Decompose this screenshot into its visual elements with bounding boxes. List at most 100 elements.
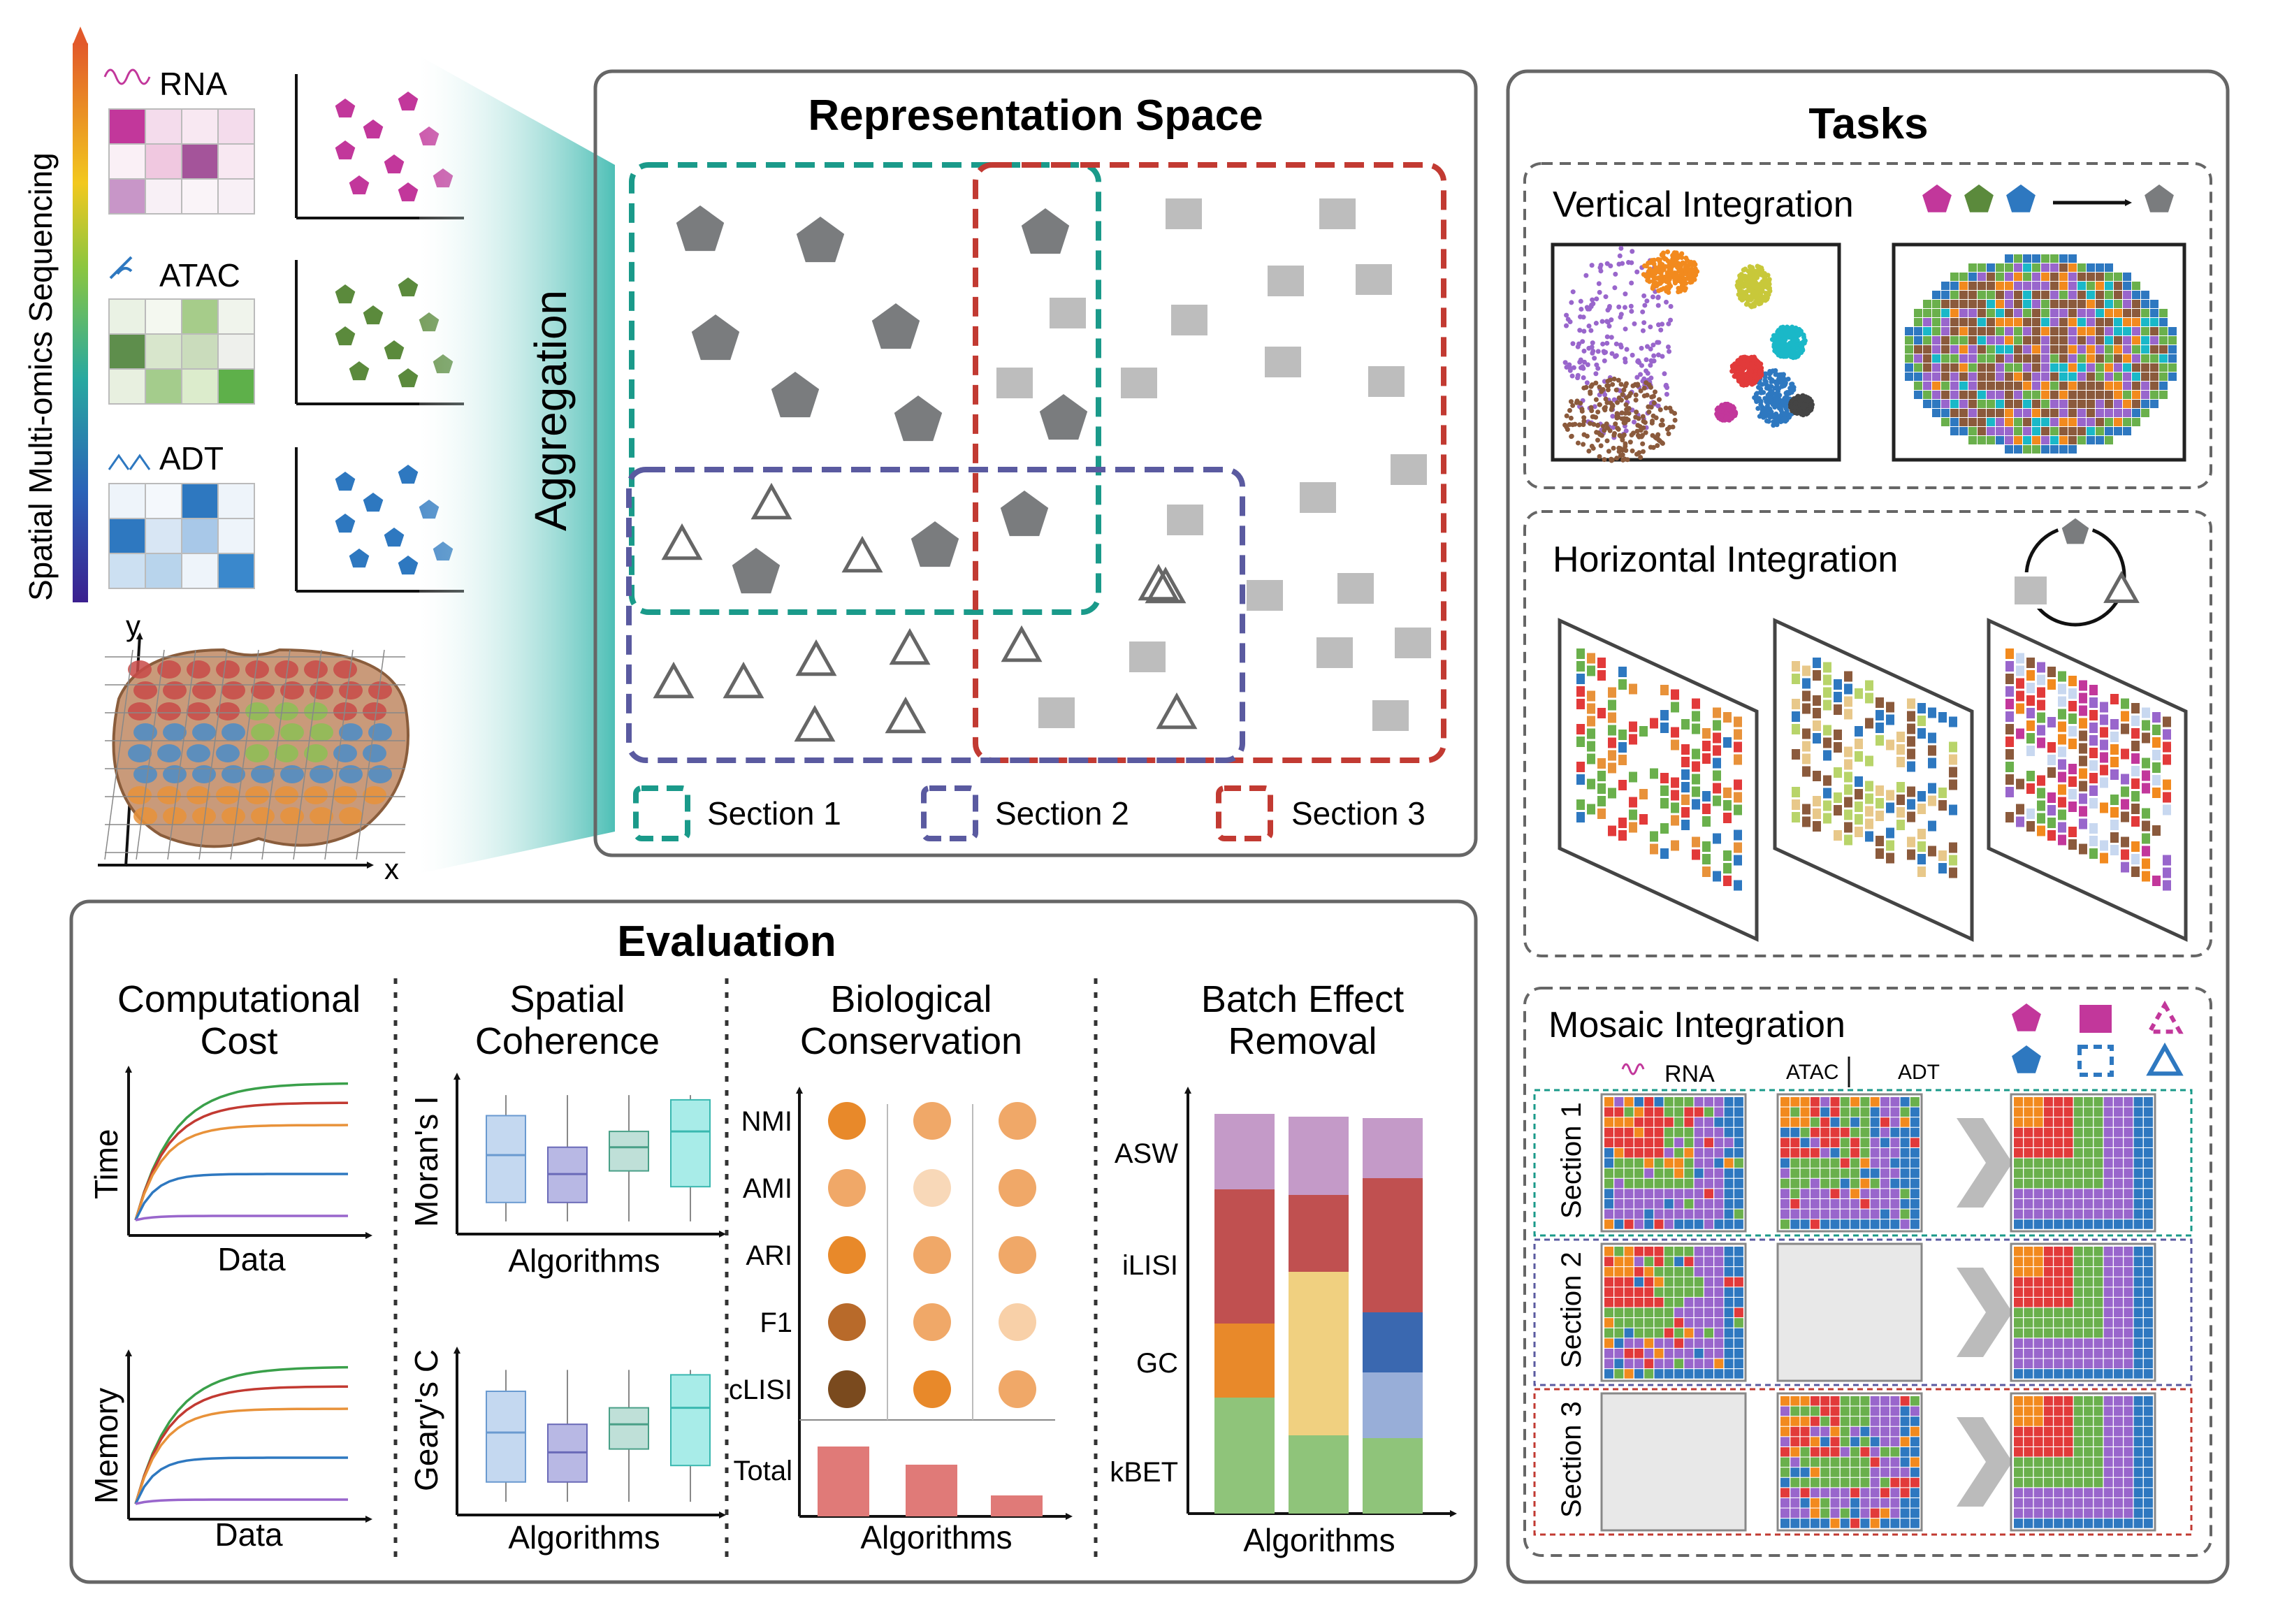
domain-pixel: [2041, 263, 2049, 272]
mosaic-pixel: [1880, 1508, 1889, 1518]
umap-point: [1638, 455, 1644, 461]
mosaic-pixel: [1694, 1097, 1704, 1107]
domain-pixel: [2141, 336, 2149, 345]
umap-point: [1783, 390, 1789, 396]
mosaic-pixel: [1880, 1168, 1889, 1178]
umap-point: [1806, 398, 1811, 403]
scatter-point: [349, 361, 370, 381]
mosaic-pixel: [2073, 1267, 2083, 1277]
umap-point: [1741, 361, 1746, 367]
domain-pixel: [2077, 363, 2086, 372]
mosaic-pixel: [1860, 1437, 1870, 1447]
domain-pixel: [1923, 336, 1931, 345]
mosaic-pixel: [1644, 1209, 1654, 1219]
slice-spot: [1938, 775, 1947, 785]
mosaic-pixel: [1684, 1358, 1694, 1369]
cost-curve: [134, 1124, 349, 1221]
mosaic-pixel: [1614, 1369, 1624, 1379]
slice-spot: [1844, 709, 1852, 720]
slice-spot: [1865, 718, 1873, 729]
umap-point: [1732, 374, 1738, 379]
mosaic-pixel: [1634, 1168, 1644, 1178]
umap-point: [1613, 341, 1619, 347]
mosaic-pixel: [2063, 1328, 2073, 1338]
mosaic-pixel: [2054, 1508, 2063, 1518]
slice-spot: [1713, 707, 1721, 718]
mosaic-pixel: [1724, 1199, 1734, 1209]
slice-spot: [1629, 721, 1637, 732]
umap-point: [1748, 303, 1753, 308]
mosaic-pixel: [2143, 1097, 2153, 1107]
domain-pixel: [2068, 436, 2077, 444]
spatial-title-1: Spatial: [509, 978, 625, 1020]
mosaic-pixel: [2124, 1349, 2133, 1358]
adt-shape-icon: [2006, 184, 2036, 212]
mosaic-pixel: [2103, 1416, 2113, 1426]
domain-pixel: [2005, 400, 2013, 408]
umap-point: [1769, 378, 1775, 384]
comp-title-2: Cost: [200, 1020, 277, 1062]
tissue-spot: [157, 744, 181, 762]
mosaic-pixel: [1910, 1178, 1920, 1189]
mosaic-pixel: [2063, 1168, 2073, 1178]
slice-spot: [1949, 754, 1957, 765]
umap-point: [1567, 362, 1572, 368]
mosaic-row-frame: [1533, 1388, 2193, 1536]
mosaic-pixel: [1694, 1189, 1704, 1198]
umap-point: [1653, 270, 1658, 276]
mosaic-pixel: [2103, 1287, 2113, 1297]
mosaic-pixel: [2063, 1298, 2073, 1307]
umap-point: [1771, 333, 1776, 338]
tissue-spot: [192, 681, 216, 699]
mosaic-pixel: [1850, 1437, 1860, 1447]
pentagon-point: [676, 205, 725, 252]
mosaic-pixel: [1704, 1127, 1713, 1138]
mosaic-pixel: [1870, 1219, 1880, 1229]
slice-spot: [1917, 703, 1926, 713]
mosaic-pixel: [1840, 1437, 1850, 1447]
stacked-segment: [1214, 1324, 1275, 1398]
umap-point: [1650, 294, 1655, 300]
bio-title-2: Conservation: [800, 1020, 1022, 1062]
domain-pixel: [2050, 282, 2059, 290]
mosaic-pixel: [2103, 1318, 2113, 1328]
mosaic-pixel: [2124, 1267, 2133, 1277]
umap-point: [1595, 409, 1601, 415]
mosaic-pixel: [2124, 1437, 2133, 1447]
mosaic-pixel: [1614, 1307, 1624, 1318]
mosaic-pixel: [1604, 1349, 1613, 1358]
slice-spot: [2152, 725, 2161, 735]
domain-pixel: [1932, 382, 1940, 390]
slice-spot: [1865, 755, 1873, 767]
slice-spot: [2163, 741, 2171, 753]
slice-spot: [2110, 732, 2119, 742]
umap-point: [1590, 350, 1595, 356]
domain-pixel: [2005, 418, 2013, 426]
umap-point: [1778, 372, 1783, 378]
umap-point: [1611, 433, 1617, 438]
domain-pixel: [2014, 436, 2022, 444]
domain-pixel: [2059, 282, 2068, 290]
mosaic-pixel: [2043, 1518, 2053, 1528]
domain-pixel: [1950, 363, 1959, 372]
mosaic-pixel: [1800, 1127, 1810, 1138]
slice-spot: [1865, 743, 1873, 754]
slice-y-label: y: [126, 609, 140, 642]
mosaic-pixel: [2073, 1298, 2083, 1307]
slice-spot: [1792, 799, 1800, 810]
mosaic-pixel: [1624, 1138, 1634, 1147]
domain-pixel: [2087, 345, 2095, 354]
slice-spot: [1802, 678, 1811, 689]
domain-pixel: [2014, 409, 2022, 417]
umap-point: [1662, 371, 1667, 377]
mosaic-pixel: [1880, 1209, 1889, 1219]
mosaic-pixel: [2124, 1396, 2133, 1406]
domain-pixel: [2123, 327, 2131, 335]
slice-spot: [1834, 692, 1842, 702]
mosaic-pixel: [2043, 1097, 2053, 1107]
slice-spot: [1917, 778, 1926, 789]
mosaic-pixel: [2043, 1107, 2053, 1117]
mosaic-pixel: [2014, 1256, 2023, 1267]
slice-spot: [2026, 658, 2035, 668]
domain-pixel: [1987, 273, 1995, 281]
